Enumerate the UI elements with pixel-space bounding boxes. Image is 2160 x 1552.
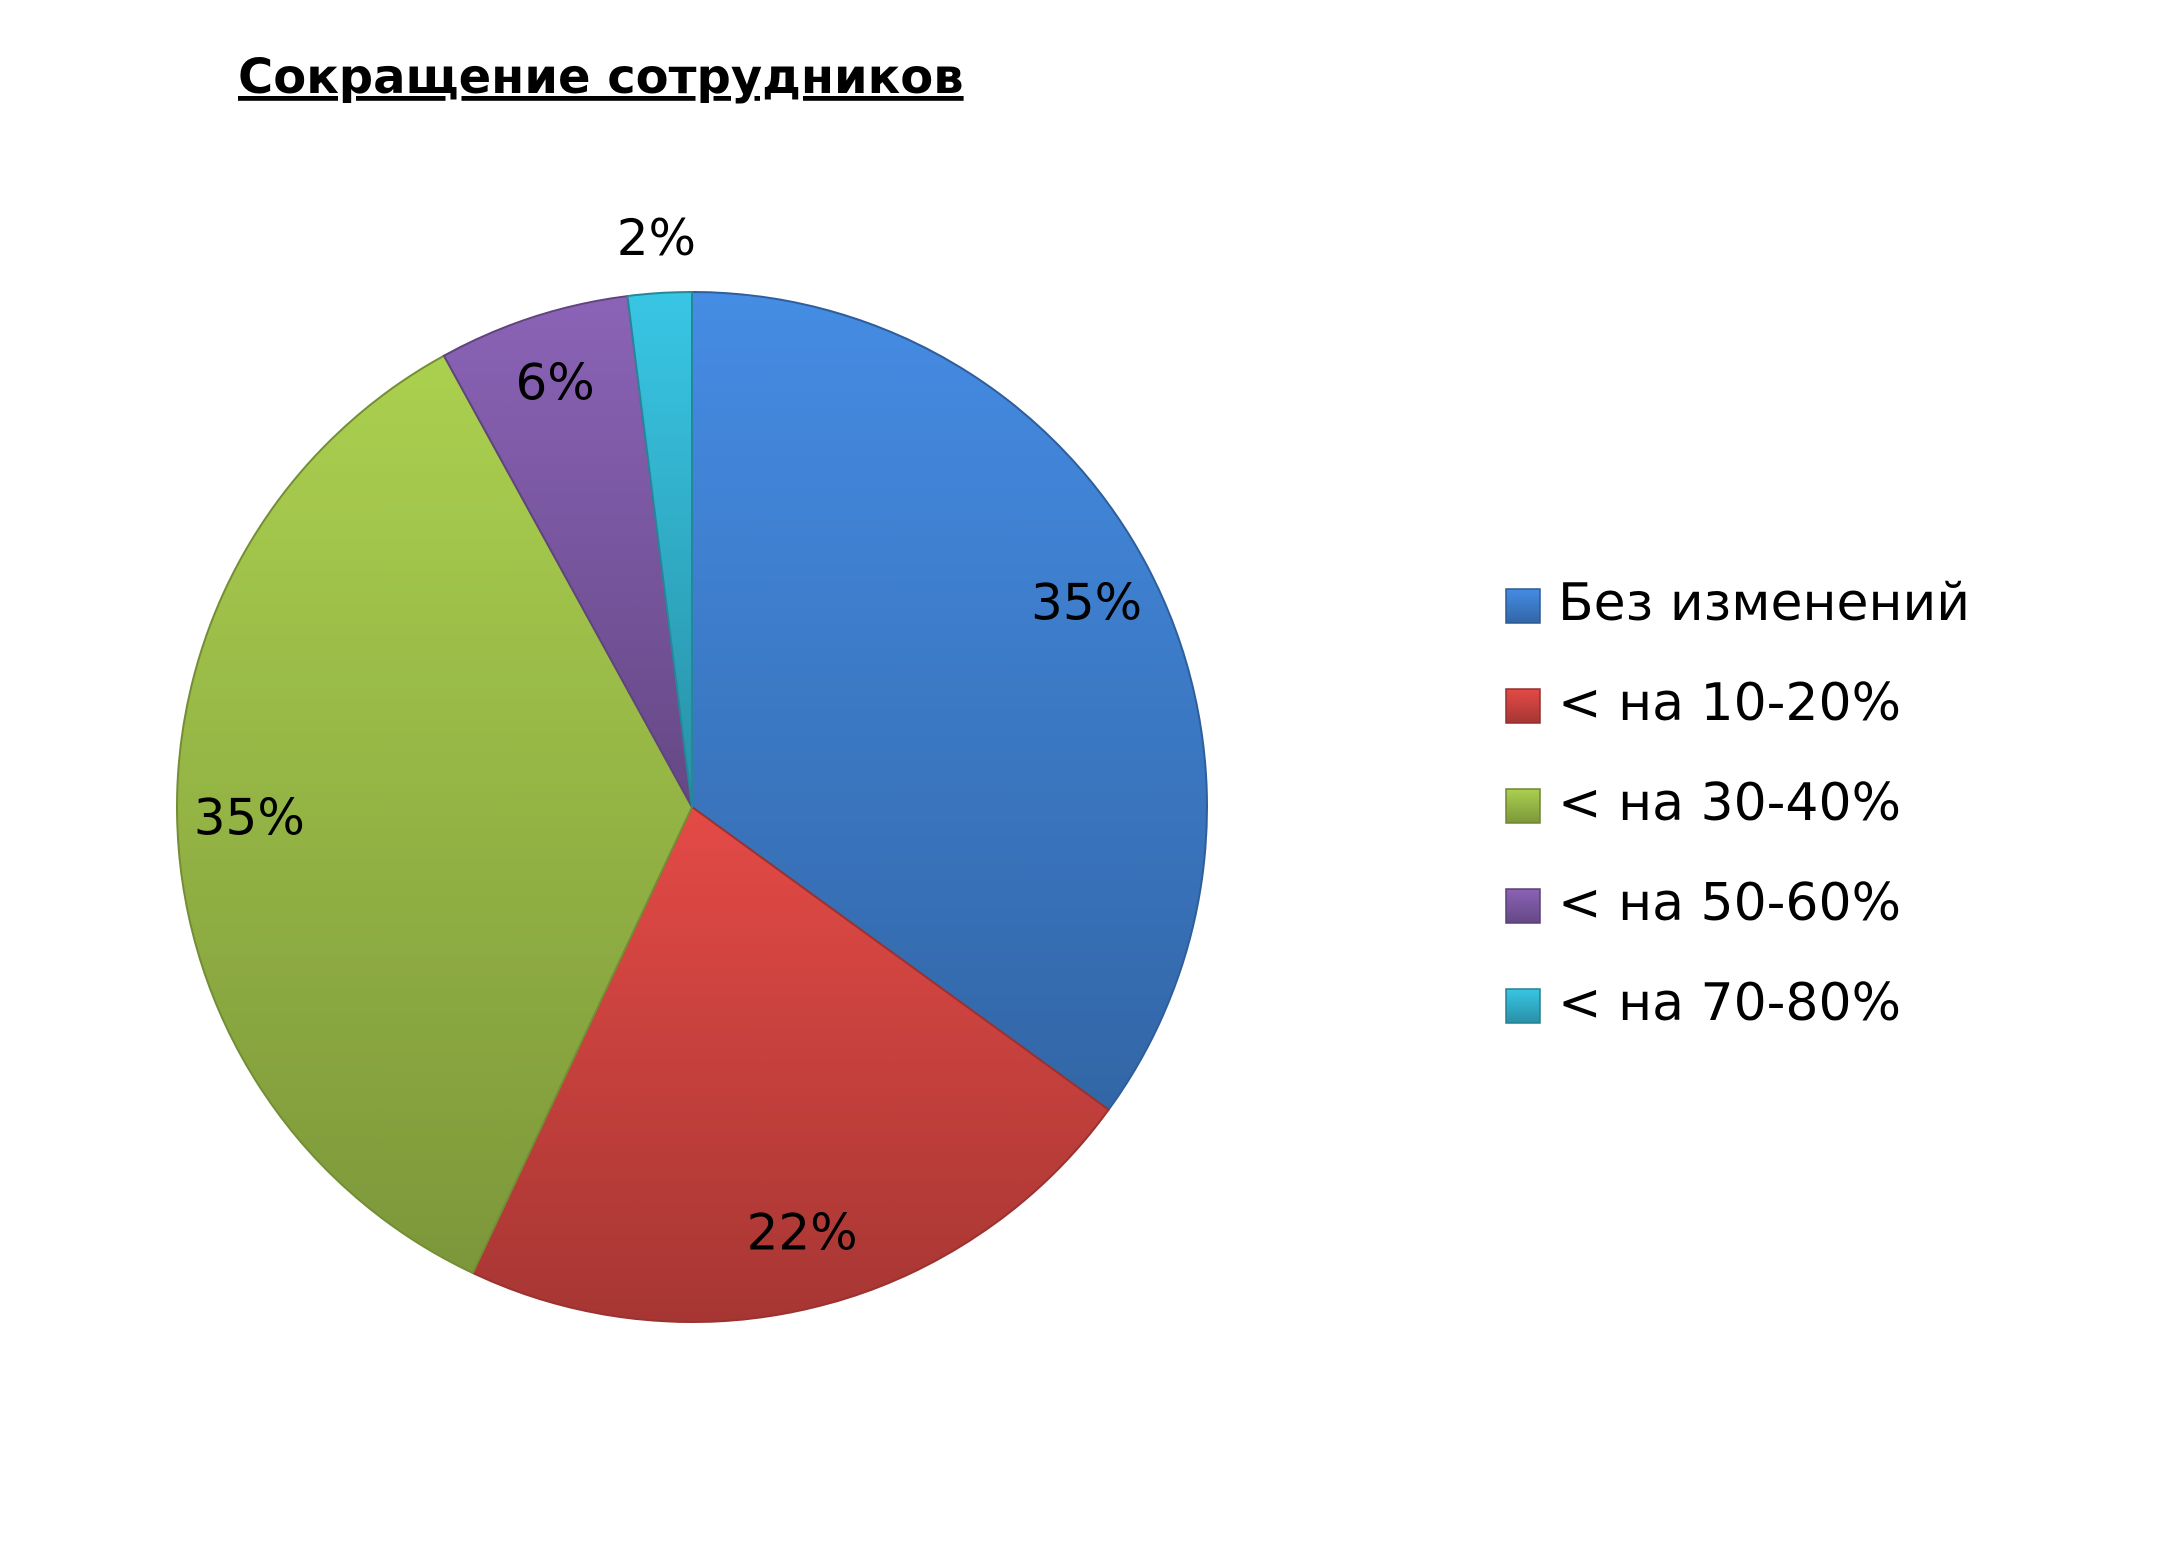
legend-label: < на 10-20%	[1558, 673, 1901, 733]
pie-slice	[691, 290, 1208, 1112]
pie-slice	[176, 354, 694, 1275]
pie-slice	[626, 290, 693, 808]
data-label: 2%	[617, 209, 696, 267]
legend-swatch	[1505, 688, 1541, 724]
legend-swatch	[1505, 788, 1541, 824]
pie: 35% 22% 35% 6% 2%	[176, 209, 1208, 1323]
legend: Без изменений < на 10-20% < на 30-40% < на …	[1505, 573, 1970, 1033]
pie-slice	[442, 294, 693, 808]
legend-label: Без изменений	[1558, 573, 1970, 633]
legend-label: < на 50-60%	[1558, 873, 1901, 933]
legend-swatch	[1505, 888, 1541, 924]
data-label: 35%	[1031, 573, 1142, 631]
data-label: 22%	[747, 1203, 858, 1261]
chart-title: Сокращение сотрудников	[238, 49, 964, 105]
data-label: 35%	[194, 788, 305, 846]
legend-label: < на 70-80%	[1558, 973, 1901, 1033]
legend-swatch	[1505, 988, 1541, 1024]
legend-label: < на 30-40%	[1558, 773, 1901, 833]
data-label: 6%	[515, 353, 594, 411]
legend-swatch	[1505, 588, 1541, 624]
